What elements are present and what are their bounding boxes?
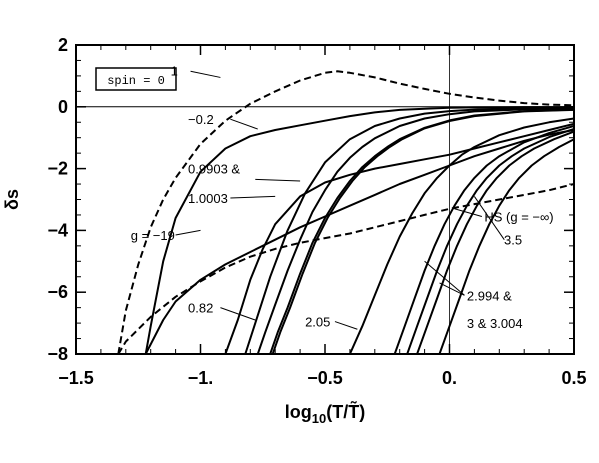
y-tick-label: −4 xyxy=(47,220,68,240)
series-line-13 xyxy=(416,130,574,354)
curve-label: 1.0003 xyxy=(188,191,228,206)
x-tick-label: 0.5 xyxy=(561,368,586,388)
y-tick-label: −8 xyxy=(47,344,68,364)
x-tick-label: −0.5 xyxy=(307,368,343,388)
curve-label: −0.2 xyxy=(188,112,214,127)
series-line-12 xyxy=(406,128,574,354)
leader-line xyxy=(454,208,483,217)
leader-line xyxy=(439,282,465,296)
x-tick-label: 0. xyxy=(442,368,457,388)
series-line-3 xyxy=(144,129,574,354)
leader-line xyxy=(424,260,465,296)
curve-label: 3 & 3.004 xyxy=(467,316,523,331)
leader-line xyxy=(220,307,256,321)
x-tick-label: −1.5 xyxy=(58,368,94,388)
legend-box xyxy=(95,67,177,91)
x-tick-label: −1. xyxy=(188,368,214,388)
curve-label: 0.9903 & xyxy=(188,162,240,177)
curve-label: g = −19 xyxy=(131,228,175,243)
leader-line xyxy=(230,118,258,130)
series-line-6 xyxy=(244,106,574,354)
curve-label: 0.82 xyxy=(188,301,213,316)
leader-line xyxy=(334,321,358,330)
curve-label: 1 xyxy=(171,63,178,78)
leader-line xyxy=(473,196,505,240)
y-axis-title: δs xyxy=(2,189,22,210)
leader-line xyxy=(190,70,221,78)
series-line-5 xyxy=(224,122,574,354)
legend-text: spin = 0 xyxy=(107,74,165,88)
curve-label: 2.994 & xyxy=(467,288,512,303)
y-tick-label: 0 xyxy=(58,97,68,117)
curve-label: 2.05 xyxy=(305,315,330,330)
leader-line xyxy=(255,178,301,182)
series-line-14 xyxy=(438,138,574,354)
series-line-7 xyxy=(256,107,574,354)
series-line-1 xyxy=(117,70,574,354)
y-tick-label: −6 xyxy=(47,282,68,302)
leader-line xyxy=(230,195,276,199)
series-line-9 xyxy=(271,108,574,354)
series-line-11 xyxy=(393,125,574,354)
series-line-2 xyxy=(144,106,574,354)
series-line-4 xyxy=(117,183,574,354)
curve-label: HS (g = −∞) xyxy=(484,209,553,224)
series-line-10 xyxy=(348,117,574,354)
leader-line xyxy=(175,229,201,236)
y-tick-label: −2 xyxy=(47,159,68,179)
x-axis-title: log10(T/T̃) xyxy=(285,400,365,426)
y-tick-label: 2 xyxy=(58,35,68,55)
curve-label: 3.5 xyxy=(504,233,522,248)
